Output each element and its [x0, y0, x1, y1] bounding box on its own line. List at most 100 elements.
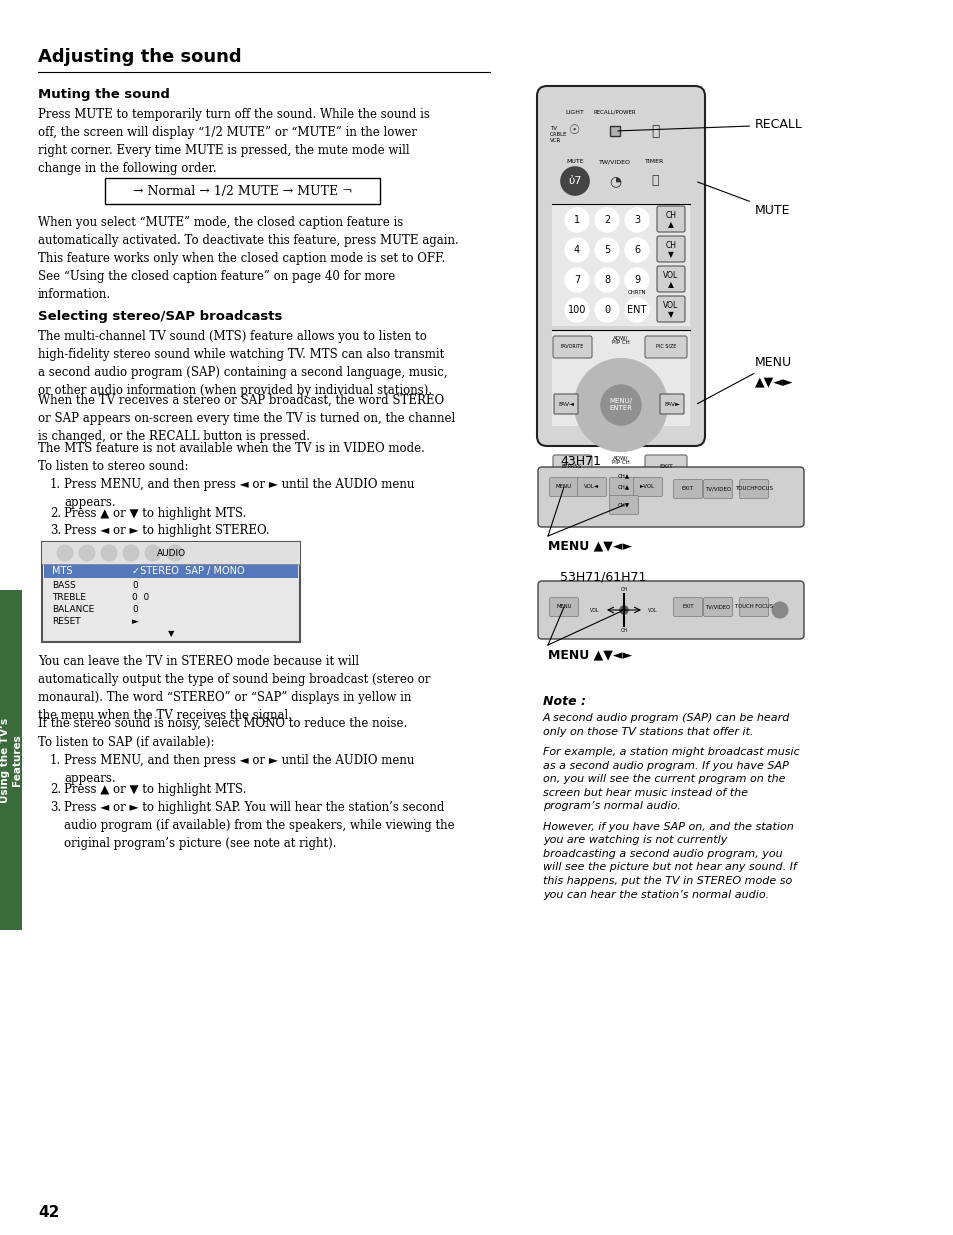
- Text: TIMER: TIMER: [644, 159, 664, 164]
- Text: ADW/
PIP CH: ADW/ PIP CH: [612, 454, 629, 466]
- Text: VOL◄: VOL◄: [584, 484, 598, 489]
- Text: MENU: MENU: [556, 484, 572, 489]
- Text: Muting the sound: Muting the sound: [38, 88, 170, 101]
- Circle shape: [575, 359, 666, 451]
- Text: VOL
▼: VOL ▼: [662, 300, 678, 320]
- Circle shape: [641, 168, 667, 194]
- Text: MUTE: MUTE: [565, 159, 583, 164]
- FancyBboxPatch shape: [609, 478, 638, 496]
- Text: ►VOL: ►VOL: [639, 484, 655, 489]
- Text: The multi-channel TV sound (MTS) feature allows you to listen to
high-fidelity s: The multi-channel TV sound (MTS) feature…: [38, 330, 447, 396]
- Bar: [0, 590, 22, 930]
- Text: CH: CH: [619, 629, 627, 634]
- Circle shape: [601, 168, 627, 194]
- Text: ⏻: ⏻: [650, 124, 659, 138]
- Text: CH▲: CH▲: [618, 484, 629, 489]
- Circle shape: [595, 207, 618, 232]
- Bar: [105, 178, 379, 204]
- Text: For example, a station might broadcast music
as a second audio program. If you h: For example, a station might broadcast m…: [542, 747, 799, 811]
- Text: EXIT: EXIT: [681, 604, 693, 610]
- Text: CH
▼: CH ▼: [665, 241, 676, 259]
- Text: TV/VIDEO: TV/VIDEO: [704, 487, 730, 492]
- FancyBboxPatch shape: [633, 478, 661, 496]
- Bar: [552, 330, 689, 426]
- Text: CH
▲: CH ▲: [665, 211, 676, 230]
- Text: A second audio program (SAP) can be heard
only on those TV stations that offer i: A second audio program (SAP) can be hear…: [542, 713, 789, 736]
- Text: CHRTN: CHRTN: [627, 290, 645, 295]
- Text: BALANCE: BALANCE: [52, 605, 94, 614]
- Text: VOL
▲: VOL ▲: [662, 270, 678, 289]
- Text: 5: 5: [603, 245, 610, 254]
- Circle shape: [600, 385, 640, 425]
- Circle shape: [564, 238, 588, 262]
- Text: TW/VIDEO: TW/VIDEO: [598, 159, 630, 164]
- FancyBboxPatch shape: [537, 467, 803, 527]
- Text: To listen to stereo sound:: To listen to stereo sound:: [38, 459, 189, 473]
- Text: EXIT: EXIT: [681, 487, 693, 492]
- Text: RECALL: RECALL: [618, 119, 802, 131]
- Text: However, if you have SAP on, and the station
you are watching is not currently
b: However, if you have SAP on, and the sta…: [542, 821, 796, 899]
- FancyBboxPatch shape: [553, 454, 592, 477]
- Text: BYPASS: BYPASS: [561, 463, 581, 468]
- Text: Selecting stereo/SAP broadcasts: Selecting stereo/SAP broadcasts: [38, 310, 282, 324]
- Circle shape: [167, 545, 183, 561]
- Text: 0: 0: [132, 605, 137, 614]
- Circle shape: [564, 207, 588, 232]
- FancyBboxPatch shape: [657, 206, 684, 232]
- Text: Press MENU, and then press ◄ or ► until the AUDIO menu
appears.: Press MENU, and then press ◄ or ► until …: [64, 478, 414, 509]
- FancyBboxPatch shape: [554, 394, 578, 414]
- Text: ✓STEREO  SAP / MONO: ✓STEREO SAP / MONO: [132, 566, 244, 576]
- FancyBboxPatch shape: [673, 479, 701, 499]
- Circle shape: [624, 268, 648, 291]
- FancyBboxPatch shape: [702, 479, 732, 499]
- Text: Press MENU, and then press ◄ or ► until the AUDIO menu
appears.: Press MENU, and then press ◄ or ► until …: [64, 755, 414, 785]
- Text: TV
CABLE
VCR: TV CABLE VCR: [550, 126, 567, 143]
- Text: 2.: 2.: [50, 783, 61, 797]
- FancyBboxPatch shape: [577, 478, 606, 496]
- Text: CH▼: CH▼: [618, 503, 629, 508]
- Circle shape: [561, 119, 587, 144]
- FancyBboxPatch shape: [739, 479, 768, 499]
- Text: ◔: ◔: [608, 174, 620, 188]
- Bar: [42, 542, 299, 642]
- Circle shape: [624, 298, 648, 322]
- FancyBboxPatch shape: [609, 495, 638, 515]
- Text: 8: 8: [603, 275, 609, 285]
- Text: ►: ►: [132, 618, 139, 626]
- Text: FAV◄: FAV◄: [558, 403, 574, 408]
- FancyBboxPatch shape: [657, 266, 684, 291]
- Text: The MTS feature is not available when the TV is in VIDEO mode.: The MTS feature is not available when th…: [38, 442, 424, 454]
- Text: 6: 6: [634, 245, 639, 254]
- Circle shape: [57, 545, 73, 561]
- Text: CH▲: CH▲: [618, 473, 629, 478]
- Text: Press ▲ or ▼ to highlight MTS.: Press ▲ or ▼ to highlight MTS.: [64, 508, 246, 520]
- Text: You can leave the TV in STEREO mode because it will
automatically output the typ: You can leave the TV in STEREO mode beca…: [38, 655, 430, 722]
- Text: 53H71/61H71: 53H71/61H71: [559, 571, 646, 583]
- Text: TREBLE: TREBLE: [52, 593, 86, 601]
- Circle shape: [771, 601, 787, 618]
- Text: MENU/
ENTER: MENU/ ENTER: [609, 399, 632, 411]
- Text: MUTE: MUTE: [697, 182, 790, 216]
- FancyBboxPatch shape: [537, 86, 704, 446]
- Text: MTS: MTS: [52, 566, 72, 576]
- Bar: [552, 204, 689, 326]
- FancyBboxPatch shape: [657, 236, 684, 262]
- Text: 2: 2: [603, 215, 610, 225]
- Text: CH: CH: [619, 587, 627, 592]
- Bar: [42, 542, 299, 564]
- Text: VOL: VOL: [647, 608, 657, 613]
- Text: MENU: MENU: [556, 604, 571, 610]
- Text: FAVORITE: FAVORITE: [559, 345, 583, 350]
- Circle shape: [595, 268, 618, 291]
- Text: BASS: BASS: [52, 580, 75, 590]
- Text: Press ◄ or ► to highlight STEREO.: Press ◄ or ► to highlight STEREO.: [64, 524, 270, 537]
- Text: When the TV receives a stereo or SAP broadcast, the word STEREO
or SAP appears o: When the TV receives a stereo or SAP bro…: [38, 394, 455, 443]
- Text: ADW/
PIP CH: ADW/ PIP CH: [612, 335, 629, 346]
- Circle shape: [560, 167, 588, 195]
- FancyBboxPatch shape: [644, 336, 686, 358]
- Text: VOL: VOL: [590, 608, 599, 613]
- Bar: [44, 564, 297, 578]
- Text: ▲▼◄►: ▲▼◄►: [754, 375, 793, 389]
- Text: To listen to SAP (if available):: To listen to SAP (if available):: [38, 736, 214, 748]
- Circle shape: [145, 545, 161, 561]
